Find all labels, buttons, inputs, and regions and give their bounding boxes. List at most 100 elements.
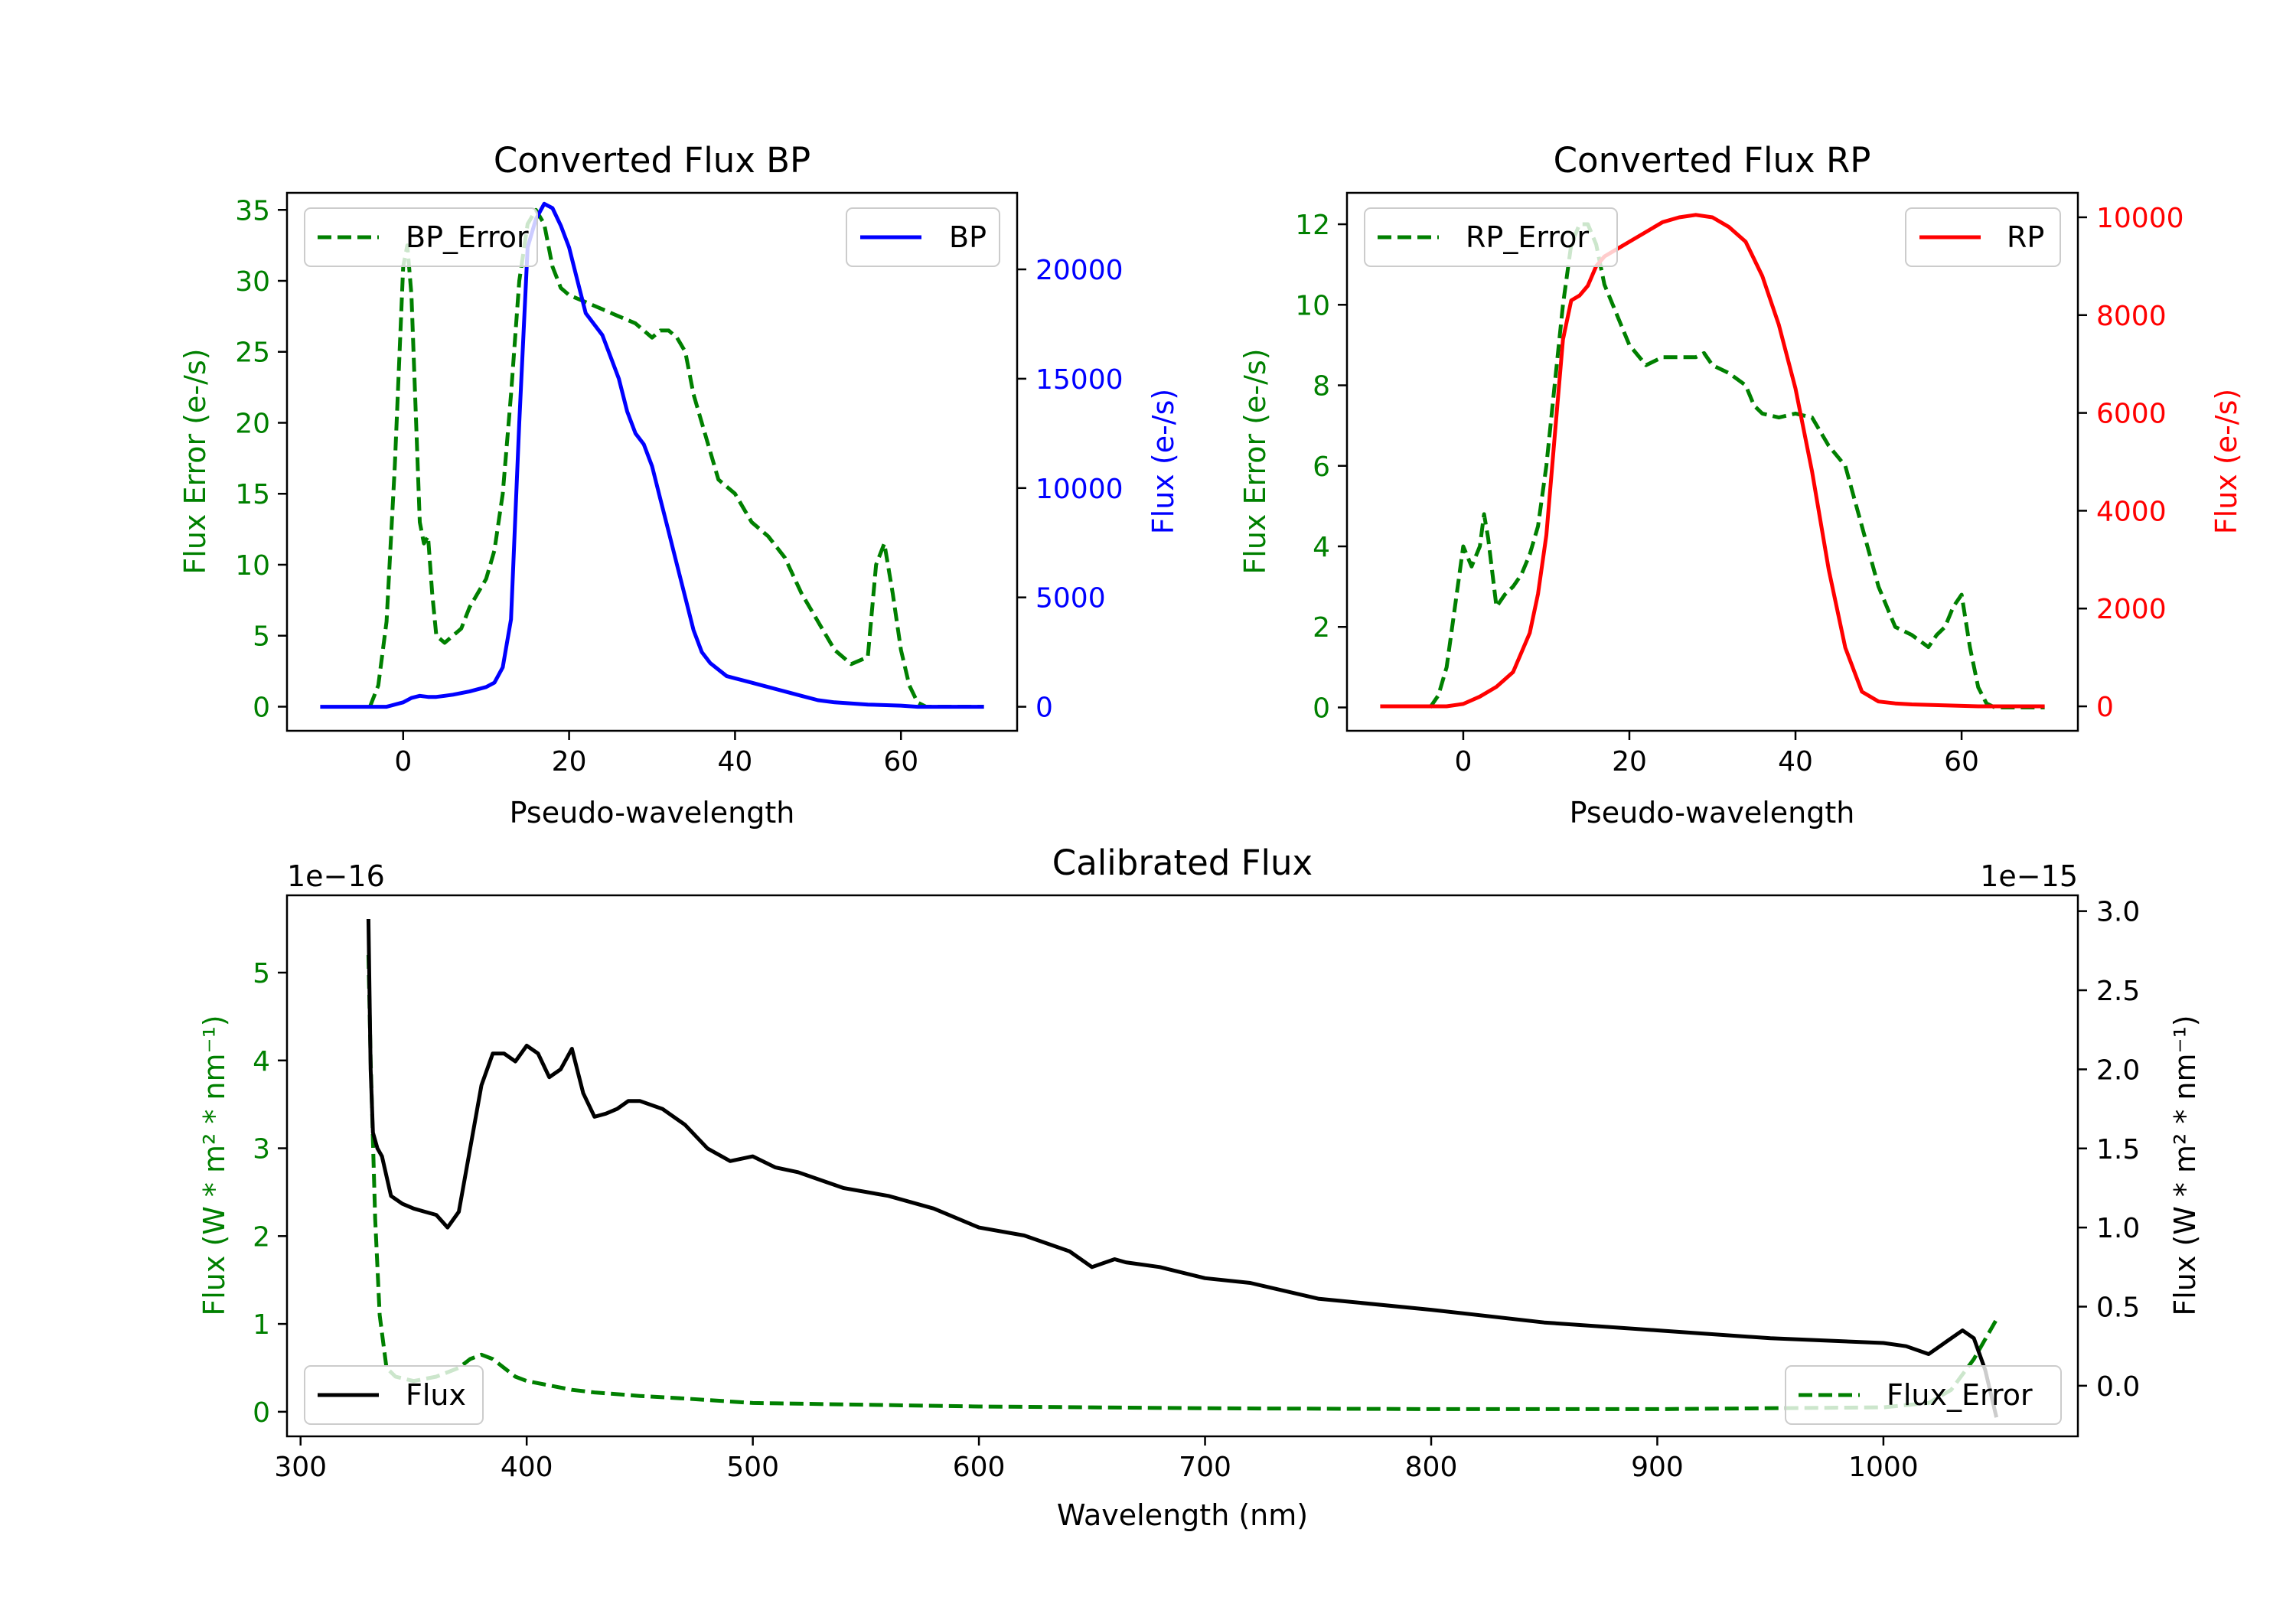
rp-x-tick-label: 60: [1944, 746, 1979, 777]
cal-x-tick-label: 900: [1631, 1452, 1684, 1483]
rp-left-y-tick-label: 4: [1313, 532, 1330, 563]
rp-panel: 0 20 40 60 0 2 4 6 8 10 12 0 2000 4000 6000 8000 10000…: [1238, 140, 2243, 830]
calibrated-panel: 300 400 500 600 700 800 900 1000 0 1 2 3 4 5 0.0 0.5 1…: [197, 843, 2202, 1532]
rp-right-y-ticks: 0 2000 4000 6000 8000 10000: [2078, 203, 2184, 723]
rp-left-y-ticks: 0 2 4 6 8 10 12: [1295, 210, 1347, 724]
bp-plot-content: [320, 201, 984, 709]
rp-error-legend-label: RP_Error: [1466, 220, 1589, 254]
bp-error-legend[interactable]: BP_Error: [304, 207, 538, 267]
bp-right-y-tick-label: 10000: [1035, 474, 1124, 505]
rp-rp-error-line: [1428, 222, 2045, 709]
calibrated-x-ticks: 300 400 500 600 700 800 900 1000: [274, 1436, 1919, 1483]
bp-left-y-tick-label: 5: [253, 621, 270, 653]
bp-x-tick-label: 60: [883, 746, 918, 777]
calibrated-right-exponent: 1e−15: [1980, 859, 2078, 893]
cal-x-tick-label: 500: [726, 1452, 779, 1483]
cal-x-tick-label: 1000: [1848, 1452, 1919, 1483]
bp-legend[interactable]: BP: [846, 207, 1000, 267]
rp-right-y-tick-label: 2000: [2096, 594, 2167, 625]
rp-right-y-tick-label: 10000: [2096, 203, 2184, 234]
bp-left-y-tick-label: 35: [235, 195, 270, 227]
calibrated-x-axis-label: Wavelength (nm): [1057, 1498, 1308, 1532]
bp-x-tick-label: 20: [552, 746, 587, 777]
rp-left-y-tick-label: 2: [1313, 612, 1330, 644]
cal-right-y-tick-label: 1.0: [2096, 1213, 2140, 1244]
rp-axes-frame: [1345, 191, 2079, 732]
bp-left-y-ticks: 0 5 10 15 20 25 30 35: [235, 195, 287, 723]
cal-x-tick-label: 700: [1179, 1452, 1231, 1483]
calibrated-left-exponent: 1e−16: [287, 859, 385, 893]
cal-left-y-tick-label: 0: [253, 1397, 270, 1429]
cal-right-y-tick-label: 0.0: [2096, 1371, 2140, 1403]
bp-x-axis-label: Pseudo-wavelength: [510, 796, 795, 830]
rp-x-axis-label: Pseudo-wavelength: [1570, 796, 1855, 830]
rp-x-tick-label: 40: [1778, 746, 1813, 777]
rp-rp-line: [1380, 213, 2045, 709]
bp-title: Converted Flux BP: [494, 140, 810, 181]
flux-legend[interactable]: Flux: [304, 1365, 484, 1425]
rp-title: Converted Flux RP: [1554, 140, 1871, 181]
bp-x-tick-label: 0: [394, 746, 412, 777]
bp-panel: 0 20 40 60 0 5 10 15 20 25 30 35 0 5000 10000 15000 20…: [178, 140, 1180, 830]
calibrated-title: Calibrated Flux: [1052, 843, 1313, 883]
flux-error-legend[interactable]: Flux_Error: [1785, 1365, 2062, 1425]
rp-right-y-tick-label: 4000: [2096, 496, 2167, 527]
bp-left-y-tick-label: 25: [235, 337, 270, 369]
calibrated-right-y-ticks: 0.0 0.5 1.0 1.5 2.0 2.5 3.0: [2078, 897, 2140, 1403]
flux-legend-box: [304, 1365, 484, 1425]
cal-left-y-tick-label: 5: [253, 958, 270, 989]
rp-x-tick-label: 0: [1454, 746, 1472, 777]
rp-left-y-axis-label: Flux Error (e-/s): [1238, 348, 1272, 574]
bp-left-y-tick-label: 20: [235, 408, 270, 439]
bp-right-y-tick-label: 15000: [1035, 364, 1124, 396]
bp-legend-box: [846, 207, 1000, 267]
cal-flux-error-line: [366, 954, 1998, 1411]
calibrated-left-y-axis-label: Flux (W * m² * nm⁻¹): [197, 1015, 231, 1315]
rp-legend[interactable]: RP: [1905, 207, 2061, 267]
rp-right-y-tick-label: 0: [2096, 692, 2114, 723]
cal-right-y-tick-label: 2.5: [2096, 976, 2140, 1007]
cal-flux-line: [366, 918, 1999, 1418]
cal-x-tick-label: 600: [953, 1452, 1006, 1483]
bp-error-legend-box: [304, 207, 538, 267]
rp-right-y-tick-label: 8000: [2096, 301, 2167, 332]
calibrated-axes-frame: [285, 894, 2079, 1438]
bp-bp-error-line: [368, 207, 984, 709]
rp-error-legend[interactable]: RP_Error: [1364, 207, 1618, 267]
bp-left-y-tick-label: 10: [235, 550, 270, 582]
calibrated-plot-content: [366, 918, 1999, 1418]
rp-error-legend-box: [1364, 207, 1618, 267]
bp-left-y-tick-label: 15: [235, 479, 270, 510]
cal-left-y-tick-label: 1: [253, 1309, 270, 1341]
flux-legend-label: Flux: [406, 1378, 466, 1412]
rp-left-y-tick-label: 0: [1313, 693, 1330, 724]
rp-x-ticks: 0 20 40 60: [1454, 731, 1979, 777]
bp-x-ticks: 0 20 40 60: [394, 731, 918, 777]
rp-right-y-axis-label: Flux (e-/s): [2210, 389, 2243, 534]
cal-left-y-tick-label: 2: [253, 1221, 270, 1253]
rp-left-y-tick-label: 10: [1295, 290, 1330, 321]
bp-bp-line: [320, 201, 984, 709]
rp-plot-content: [1380, 213, 2045, 709]
bp-right-y-tick-label: 0: [1035, 693, 1053, 724]
bp-legend-label: BP: [949, 220, 987, 254]
bp-axes-frame: [285, 191, 1019, 732]
cal-x-tick-label: 300: [274, 1452, 327, 1483]
bp-left-y-tick-label: 30: [235, 266, 270, 298]
cal-right-y-tick-label: 0.5: [2096, 1292, 2140, 1323]
cal-right-y-tick-label: 1.5: [2096, 1134, 2140, 1165]
rp-left-y-tick-label: 6: [1313, 451, 1330, 483]
bp-left-y-tick-label: 0: [253, 692, 270, 723]
calibrated-left-y-ticks: 0 1 2 3 4 5: [253, 958, 287, 1429]
bp-left-y-axis-label: Flux Error (e-/s): [178, 348, 212, 574]
calibrated-right-y-axis-label: Flux (W * m² * nm⁻¹): [2168, 1015, 2202, 1315]
bp-right-y-axis-label: Flux (e-/s): [1146, 389, 1180, 534]
cal-x-tick-label: 400: [501, 1452, 553, 1483]
flux-error-legend-label: Flux_Error: [1887, 1378, 2033, 1412]
rp-left-y-tick-label: 12: [1295, 210, 1330, 241]
rp-legend-box: [1905, 207, 2061, 267]
cal-left-y-tick-label: 4: [253, 1046, 270, 1077]
bp-error-legend-label: BP_Error: [406, 220, 529, 254]
cal-right-y-tick-label: 2.0: [2096, 1054, 2140, 1086]
